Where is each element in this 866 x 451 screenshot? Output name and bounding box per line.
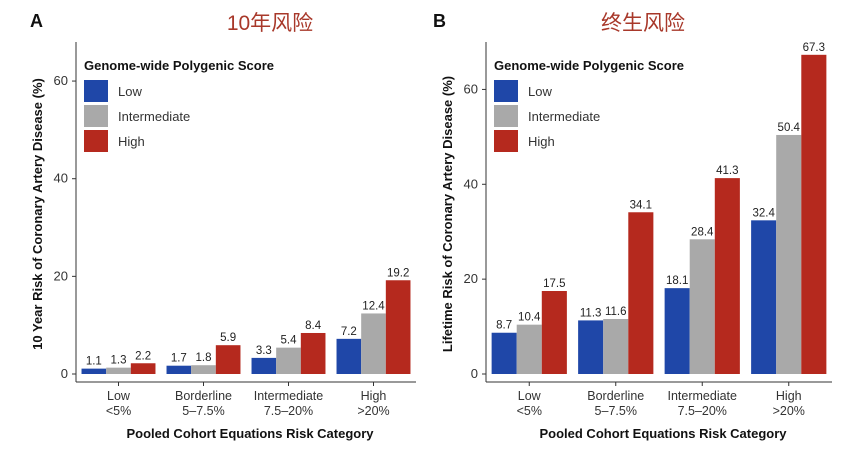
data-label: 1.7	[171, 353, 187, 365]
y-tick-label: 20	[54, 268, 68, 283]
data-label: 2.2	[135, 350, 151, 362]
legend-label: Low	[118, 84, 142, 99]
bar-low-high	[751, 220, 777, 374]
y-tick-label: 40	[464, 176, 478, 191]
data-label: 18.1	[666, 275, 688, 287]
x-tick-label-range: 7.5–20%	[264, 404, 313, 418]
x-tick-label-range: >20%	[357, 404, 389, 418]
legend-swatch-low	[494, 80, 518, 102]
bar-high-low	[130, 363, 156, 374]
bar-intermediate-borderline	[191, 365, 216, 374]
data-label: 3.3	[256, 345, 272, 357]
bar-high-borderline	[215, 345, 241, 374]
y-tick-label: 20	[464, 271, 478, 286]
data-label: 8.4	[305, 320, 322, 332]
chart-panel-b: B 终生风险 0 20 40 60 Lifetime Risk of Coronary Ar…	[433, 11, 832, 441]
bar-intermediate-low	[516, 324, 542, 374]
data-label: 34.1	[630, 199, 652, 211]
x-tick-label-range: <5%	[106, 404, 131, 418]
chart-panel-a: A 10年风险 0 20 40 60 10 Year Risk of Coronary Ar…	[30, 11, 416, 441]
data-label: 5.9	[220, 332, 236, 344]
x-tick-label-range: 7.5–20%	[678, 404, 727, 418]
chart-title: 终生风险	[601, 12, 685, 35]
x-tick-label: Intermediate	[668, 389, 738, 403]
x-tick-label: High	[776, 389, 802, 403]
legend-swatch-low	[84, 80, 108, 102]
bar-intermediate-borderline	[603, 318, 629, 374]
data-label: 50.4	[778, 122, 801, 134]
data-label: 1.8	[196, 352, 212, 364]
legend-title: Genome-wide Polygenic Score	[84, 58, 274, 73]
bar-low-borderline	[166, 365, 192, 374]
x-tick-label-range: >20%	[773, 404, 805, 418]
data-label: 17.5	[543, 278, 565, 290]
legend-label: High	[118, 134, 145, 149]
x-axis-title: Pooled Cohort Equations Risk Category	[539, 426, 787, 441]
data-label: 10.4	[518, 312, 541, 324]
legend-label: Intermediate	[118, 109, 190, 124]
bar-low-borderline	[578, 320, 604, 374]
chart-title: 10年风险	[227, 12, 313, 35]
y-tick-label: 40	[54, 171, 68, 186]
data-label: 41.3	[716, 165, 738, 177]
x-tick-label: Borderline	[587, 389, 644, 403]
x-tick-label: Intermediate	[254, 389, 324, 403]
bar-low-low	[81, 368, 107, 374]
x-tick-label-range: 5–7.5%	[182, 404, 224, 418]
bar-high-intermediate	[714, 178, 740, 374]
data-label: 32.4	[752, 207, 775, 219]
y-axis-title: Lifetime Risk of Coronary Artery Disease…	[440, 76, 455, 352]
bar-intermediate-high	[361, 313, 386, 374]
data-label: 7.2	[341, 326, 357, 338]
data-label: 8.7	[496, 320, 512, 332]
bar-high-high	[385, 280, 411, 374]
legend-label: Intermediate	[528, 109, 600, 124]
data-label: 12.4	[362, 300, 385, 312]
data-label: 67.3	[803, 42, 825, 54]
x-tick-label-range: 5–7.5%	[595, 404, 637, 418]
data-label: 1.3	[111, 355, 127, 367]
data-label: 19.2	[387, 267, 409, 279]
legend-swatch-high	[494, 130, 518, 152]
legend-title: Genome-wide Polygenic Score	[494, 58, 684, 73]
legend-swatch-intermediate	[494, 105, 518, 127]
y-tick-label: 0	[61, 366, 68, 381]
y-axis-title: 10 Year Risk of Coronary Artery Disease …	[30, 78, 45, 350]
legend-label: Low	[528, 84, 552, 99]
data-label: 5.4	[281, 335, 298, 347]
data-label: 28.4	[691, 226, 714, 238]
bar-intermediate-intermediate	[689, 239, 715, 374]
y-tick-label: 60	[54, 73, 68, 88]
legend-swatch-high	[84, 130, 108, 152]
bar-intermediate-low	[106, 367, 131, 374]
data-label: 11.6	[605, 306, 627, 318]
legend: Genome-wide Polygenic Score Low Intermedia…	[84, 58, 274, 152]
bar-high-low	[541, 291, 567, 374]
x-tick-label: Low	[107, 389, 131, 403]
x-tick-label: High	[361, 389, 387, 403]
bar-low-intermediate	[251, 357, 277, 374]
bar-low-high	[336, 338, 362, 374]
legend-label: High	[528, 134, 555, 149]
legend: Genome-wide Polygenic Score Low Intermedia…	[494, 58, 684, 152]
bar-high-borderline	[628, 212, 654, 374]
x-axis-title: Pooled Cohort Equations Risk Category	[126, 426, 374, 441]
bar-high-high	[801, 54, 827, 374]
data-label: 11.3	[580, 307, 602, 319]
legend-swatch-intermediate	[84, 105, 108, 127]
x-tick-label: Low	[518, 389, 542, 403]
x-tick-label-range: <5%	[517, 404, 542, 418]
bar-intermediate-high	[776, 134, 802, 374]
bar-low-low	[491, 332, 517, 374]
bar-low-intermediate	[664, 288, 690, 374]
x-tick-label: Borderline	[175, 389, 232, 403]
bar-high-intermediate	[300, 332, 326, 374]
y-tick-label: 60	[464, 81, 478, 96]
y-tick-label: 0	[471, 366, 478, 381]
data-label: 1.1	[86, 356, 102, 368]
bar-intermediate-intermediate	[276, 347, 301, 374]
panel-letter: A	[30, 11, 43, 31]
panel-letter: B	[433, 11, 446, 31]
